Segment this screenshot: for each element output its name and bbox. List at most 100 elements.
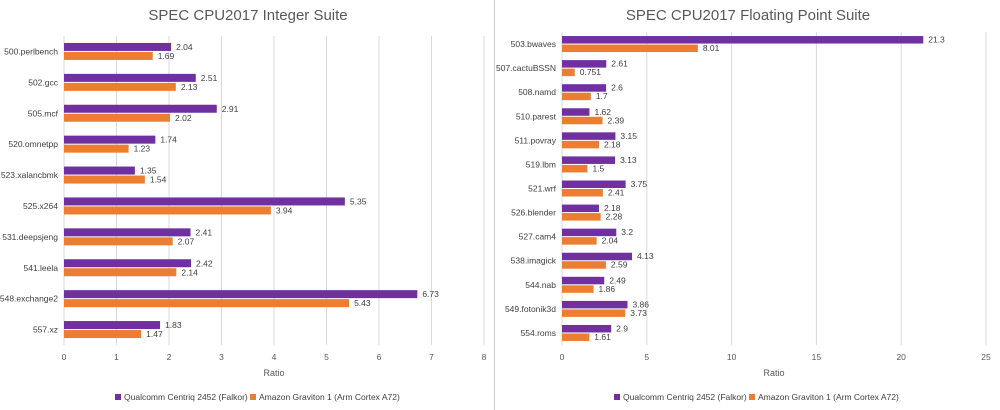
category-label: 557.xz bbox=[33, 325, 58, 335]
floating-point-suite-chart: SPEC CPU2017 Floating Point Suite 503.bw… bbox=[496, 7, 991, 402]
data-label: 1.47 bbox=[146, 329, 163, 339]
bar-falkor bbox=[562, 300, 628, 309]
data-label: 3.13 bbox=[620, 155, 637, 165]
data-label: 2.41 bbox=[196, 227, 213, 237]
category-label: 538.imagick bbox=[511, 256, 557, 266]
category-label: 502.gcc bbox=[28, 77, 59, 87]
legend: Qualcomm Centriq 2452 (Falkor) Amazon Gr… bbox=[614, 392, 899, 402]
bar-graviton bbox=[562, 140, 599, 149]
data-label: 2.42 bbox=[196, 258, 213, 268]
bar-falkor bbox=[562, 156, 616, 164]
data-label: 1.23 bbox=[134, 144, 151, 154]
data-label: 3.75 bbox=[631, 179, 648, 189]
bar-falkor bbox=[562, 252, 633, 261]
data-label: 2.14 bbox=[181, 267, 198, 277]
x-tick-label: 7 bbox=[429, 352, 434, 362]
bar-falkor bbox=[562, 108, 590, 116]
legend-label-falkor: Qualcomm Centriq 2452 (Falkor) bbox=[124, 392, 248, 402]
category-label: 523.xalancbmk bbox=[1, 170, 59, 180]
data-label: 2.04 bbox=[602, 236, 619, 246]
bar-graviton bbox=[562, 164, 588, 173]
bar-falkor bbox=[562, 228, 617, 237]
x-axis-label: Ratio bbox=[763, 368, 784, 378]
data-label: 2.49 bbox=[609, 275, 626, 285]
x-tick-label: 2 bbox=[167, 352, 172, 362]
bar-graviton bbox=[562, 309, 626, 317]
bar-graviton bbox=[64, 330, 142, 339]
data-label: 1.62 bbox=[594, 107, 611, 117]
bar-graviton bbox=[562, 237, 597, 245]
data-label: 2.9 bbox=[616, 323, 628, 333]
category-label: 503.bwaves bbox=[511, 39, 556, 49]
data-label: 2.02 bbox=[175, 113, 192, 123]
x-tick-label: 6 bbox=[377, 352, 382, 362]
data-label: 2.51 bbox=[201, 73, 218, 83]
data-label: 2.07 bbox=[178, 236, 195, 246]
bar-graviton bbox=[64, 299, 350, 308]
bar-graviton bbox=[562, 261, 606, 269]
bars: 503.bwaves 21.3 8.01 507.cactuBSSN 2.61 0.751… bbox=[496, 35, 945, 342]
x-axis-ticks: 0 5 10 15 20 25 bbox=[560, 352, 991, 362]
category-label: 548.exchange2 bbox=[0, 294, 58, 304]
bar-falkor bbox=[64, 73, 196, 82]
category-label: 507.cactuBSSN bbox=[496, 63, 556, 73]
legend: Qualcomm Centriq 2452 (Falkor) Amazon Gr… bbox=[115, 392, 400, 402]
bar-falkor bbox=[64, 259, 192, 268]
bar-falkor bbox=[64, 104, 217, 113]
bar-falkor bbox=[562, 132, 616, 140]
data-label: 3.86 bbox=[632, 299, 649, 309]
data-label: 21.3 bbox=[928, 35, 945, 45]
category-label: 525.x264 bbox=[23, 201, 58, 211]
x-tick-label: 15 bbox=[812, 352, 822, 362]
data-label: 1.61 bbox=[594, 332, 611, 342]
data-label: 2.04 bbox=[176, 42, 193, 52]
x-tick-label: 25 bbox=[981, 352, 991, 362]
bar-falkor bbox=[562, 180, 626, 188]
data-label: 2.91 bbox=[222, 104, 239, 114]
bar-falkor bbox=[562, 36, 924, 44]
category-label: 520.omnetpp bbox=[8, 139, 58, 149]
data-label: 1.83 bbox=[165, 320, 182, 330]
category-label: 541.leela bbox=[23, 263, 58, 273]
bar-graviton bbox=[562, 116, 603, 125]
bar-graviton bbox=[562, 333, 590, 341]
category-label: 521.wrf bbox=[528, 184, 557, 194]
bar-falkor bbox=[64, 197, 345, 206]
bar-falkor bbox=[64, 228, 191, 237]
category-label: 544.nab bbox=[525, 280, 556, 290]
bar-graviton bbox=[64, 51, 153, 60]
data-label: 8.01 bbox=[703, 43, 720, 53]
bar-graviton bbox=[64, 113, 171, 122]
bar-graviton bbox=[562, 189, 603, 197]
bar-graviton bbox=[64, 144, 129, 153]
bar-graviton bbox=[562, 285, 594, 293]
data-label: 1.74 bbox=[160, 135, 177, 145]
data-label: 2.39 bbox=[608, 115, 625, 125]
data-label: 2.59 bbox=[611, 260, 628, 270]
bar-graviton bbox=[562, 92, 591, 101]
category-label: 511.povray bbox=[515, 135, 557, 145]
data-label: 2.18 bbox=[604, 139, 621, 149]
bar-falkor bbox=[562, 324, 612, 333]
data-label: 6.73 bbox=[422, 289, 439, 299]
integer-suite-chart: SPEC CPU2017 Integer Suite 500.perlbench… bbox=[0, 7, 487, 402]
x-tick-label: 4 bbox=[272, 352, 277, 362]
grid-lines bbox=[63, 36, 485, 345]
legend-swatch-graviton bbox=[250, 394, 256, 400]
data-label: 3.15 bbox=[620, 131, 637, 141]
bar-falkor bbox=[562, 204, 599, 213]
bar-falkor bbox=[64, 290, 418, 299]
category-label: 554.roms bbox=[521, 328, 556, 338]
data-label: 2.6 bbox=[611, 83, 623, 93]
data-label: 3.2 bbox=[621, 227, 633, 237]
x-axis-ticks: 0 1 2 3 4 5 6 7 8 bbox=[62, 352, 487, 362]
data-label: 1.54 bbox=[150, 175, 167, 185]
data-label: 2.13 bbox=[181, 82, 198, 92]
x-axis-label: Ratio bbox=[263, 368, 284, 378]
x-tick-label: 20 bbox=[896, 352, 906, 362]
data-label: 3.94 bbox=[276, 205, 293, 215]
data-label: 2.28 bbox=[606, 212, 623, 222]
category-label: 505.mcf bbox=[28, 108, 59, 118]
category-label: 510.parest bbox=[516, 111, 557, 121]
